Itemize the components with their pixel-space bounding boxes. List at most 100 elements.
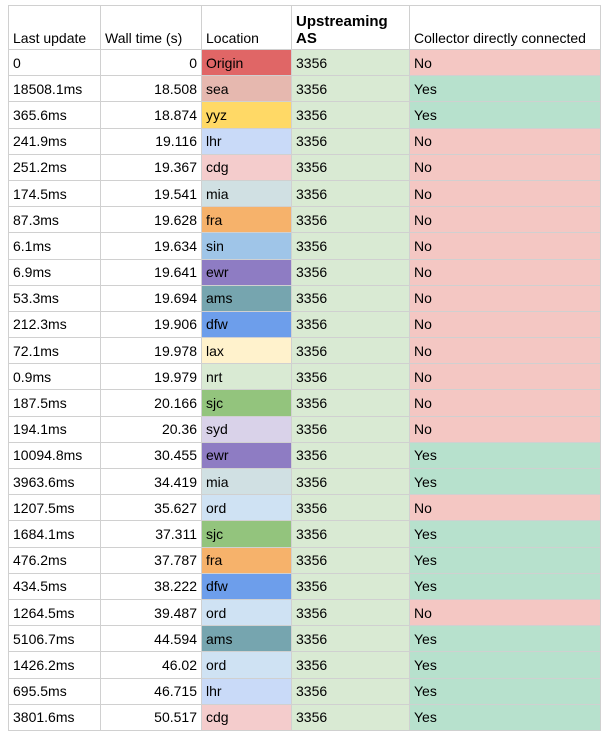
header-wall-time[interactable]: Wall time (s) [100, 5, 202, 50]
cell-last-update[interactable]: 1684.1ms [8, 520, 101, 548]
cell-location[interactable]: fra [201, 206, 292, 234]
cell-location[interactable]: sea [201, 75, 292, 103]
cell-upstreaming-as[interactable]: 3356 [291, 284, 410, 312]
cell-last-update[interactable]: 6.1ms [8, 232, 101, 260]
cell-upstreaming-as[interactable]: 3356 [291, 598, 410, 627]
cell-location[interactable]: ewr [201, 258, 292, 286]
cell-collector-connected[interactable]: No [409, 127, 601, 155]
cell-collector-connected[interactable]: No [409, 179, 601, 208]
cell-last-update[interactable]: 251.2ms [8, 153, 101, 181]
cell-location[interactable]: yyz [201, 101, 292, 129]
cell-collector-connected[interactable]: Yes [409, 677, 601, 705]
cell-last-update[interactable]: 434.5ms [8, 572, 101, 600]
cell-last-update[interactable]: 695.5ms [8, 677, 101, 705]
cell-wall-time[interactable]: 39.487 [100, 598, 202, 627]
cell-collector-connected[interactable]: Yes [409, 101, 601, 129]
cell-wall-time[interactable]: 19.367 [100, 153, 202, 181]
cell-collector-connected[interactable]: No [409, 48, 601, 77]
cell-upstreaming-as[interactable]: 3356 [291, 179, 410, 208]
cell-last-update[interactable]: 365.6ms [8, 101, 101, 129]
cell-collector-connected[interactable]: No [409, 415, 601, 443]
cell-last-update[interactable]: 194.1ms [8, 415, 101, 443]
cell-upstreaming-as[interactable]: 3356 [291, 153, 410, 181]
cell-wall-time[interactable]: 20.36 [100, 415, 202, 443]
cell-upstreaming-as[interactable]: 3356 [291, 389, 410, 417]
cell-last-update[interactable]: 0.9ms [8, 363, 101, 391]
cell-wall-time[interactable]: 46.715 [100, 677, 202, 705]
cell-upstreaming-as[interactable]: 3356 [291, 703, 410, 731]
cell-location[interactable]: lhr [201, 127, 292, 155]
cell-location[interactable]: sjc [201, 520, 292, 548]
cell-wall-time[interactable]: 30.455 [100, 441, 202, 470]
cell-wall-time[interactable]: 18.874 [100, 101, 202, 129]
cell-collector-connected[interactable]: Yes [409, 572, 601, 600]
cell-upstreaming-as[interactable]: 3356 [291, 127, 410, 155]
cell-last-update[interactable]: 18508.1ms [8, 75, 101, 103]
cell-upstreaming-as[interactable]: 3356 [291, 494, 410, 522]
cell-last-update[interactable]: 174.5ms [8, 179, 101, 208]
cell-upstreaming-as[interactable]: 3356 [291, 467, 410, 496]
cell-collector-connected[interactable]: Yes [409, 467, 601, 496]
cell-wall-time[interactable]: 19.694 [100, 284, 202, 312]
cell-location[interactable]: ewr [201, 441, 292, 470]
cell-wall-time[interactable]: 19.541 [100, 179, 202, 208]
cell-location[interactable]: dfw [201, 572, 292, 600]
cell-wall-time[interactable]: 46.02 [100, 651, 202, 679]
cell-upstreaming-as[interactable]: 3356 [291, 677, 410, 705]
cell-collector-connected[interactable]: No [409, 284, 601, 312]
cell-last-update[interactable]: 212.3ms [8, 310, 101, 339]
cell-collector-connected[interactable]: No [409, 153, 601, 181]
cell-upstreaming-as[interactable]: 3356 [291, 48, 410, 77]
cell-last-update[interactable]: 1426.2ms [8, 651, 101, 679]
cell-wall-time[interactable]: 19.978 [100, 337, 202, 365]
cell-collector-connected[interactable]: No [409, 310, 601, 339]
cell-upstreaming-as[interactable]: 3356 [291, 206, 410, 234]
cell-collector-connected[interactable]: No [409, 258, 601, 286]
cell-location[interactable]: cdg [201, 703, 292, 731]
cell-upstreaming-as[interactable]: 3356 [291, 441, 410, 470]
cell-location[interactable]: sin [201, 232, 292, 260]
cell-location[interactable]: lax [201, 337, 292, 365]
cell-collector-connected[interactable]: Yes [409, 441, 601, 470]
cell-last-update[interactable]: 476.2ms [8, 546, 101, 574]
cell-upstreaming-as[interactable]: 3356 [291, 75, 410, 103]
cell-upstreaming-as[interactable]: 3356 [291, 310, 410, 339]
cell-upstreaming-as[interactable]: 3356 [291, 415, 410, 443]
cell-location[interactable]: ams [201, 625, 292, 653]
cell-last-update[interactable]: 3963.6ms [8, 467, 101, 496]
cell-location[interactable]: syd [201, 415, 292, 443]
cell-collector-connected[interactable]: No [409, 232, 601, 260]
cell-location[interactable]: ams [201, 284, 292, 312]
cell-location[interactable]: Origin [201, 48, 292, 77]
cell-location[interactable]: cdg [201, 153, 292, 181]
cell-collector-connected[interactable]: Yes [409, 703, 601, 731]
cell-upstreaming-as[interactable]: 3356 [291, 101, 410, 129]
cell-last-update[interactable]: 5106.7ms [8, 625, 101, 653]
cell-location[interactable]: fra [201, 546, 292, 574]
cell-wall-time[interactable]: 44.594 [100, 625, 202, 653]
cell-collector-connected[interactable]: Yes [409, 651, 601, 679]
cell-collector-connected[interactable]: No [409, 337, 601, 365]
cell-wall-time[interactable]: 19.634 [100, 232, 202, 260]
cell-last-update[interactable]: 241.9ms [8, 127, 101, 155]
cell-location[interactable]: mia [201, 179, 292, 208]
cell-location[interactable]: mia [201, 467, 292, 496]
header-location[interactable]: Location [201, 5, 292, 50]
cell-last-update[interactable]: 10094.8ms [8, 441, 101, 470]
cell-collector-connected[interactable]: Yes [409, 546, 601, 574]
cell-collector-connected[interactable]: Yes [409, 75, 601, 103]
header-last-update[interactable]: Last update [8, 5, 101, 50]
cell-collector-connected[interactable]: No [409, 494, 601, 522]
cell-upstreaming-as[interactable]: 3356 [291, 572, 410, 600]
header-collector-connected[interactable]: Collector directly connected [409, 5, 601, 50]
cell-upstreaming-as[interactable]: 3356 [291, 363, 410, 391]
cell-last-update[interactable]: 1207.5ms [8, 494, 101, 522]
cell-location[interactable]: ord [201, 651, 292, 679]
cell-upstreaming-as[interactable]: 3356 [291, 232, 410, 260]
cell-location[interactable]: nrt [201, 363, 292, 391]
cell-wall-time[interactable]: 20.166 [100, 389, 202, 417]
cell-wall-time[interactable]: 34.419 [100, 467, 202, 496]
cell-wall-time[interactable]: 37.311 [100, 520, 202, 548]
cell-last-update[interactable]: 1264.5ms [8, 598, 101, 627]
cell-upstreaming-as[interactable]: 3356 [291, 625, 410, 653]
